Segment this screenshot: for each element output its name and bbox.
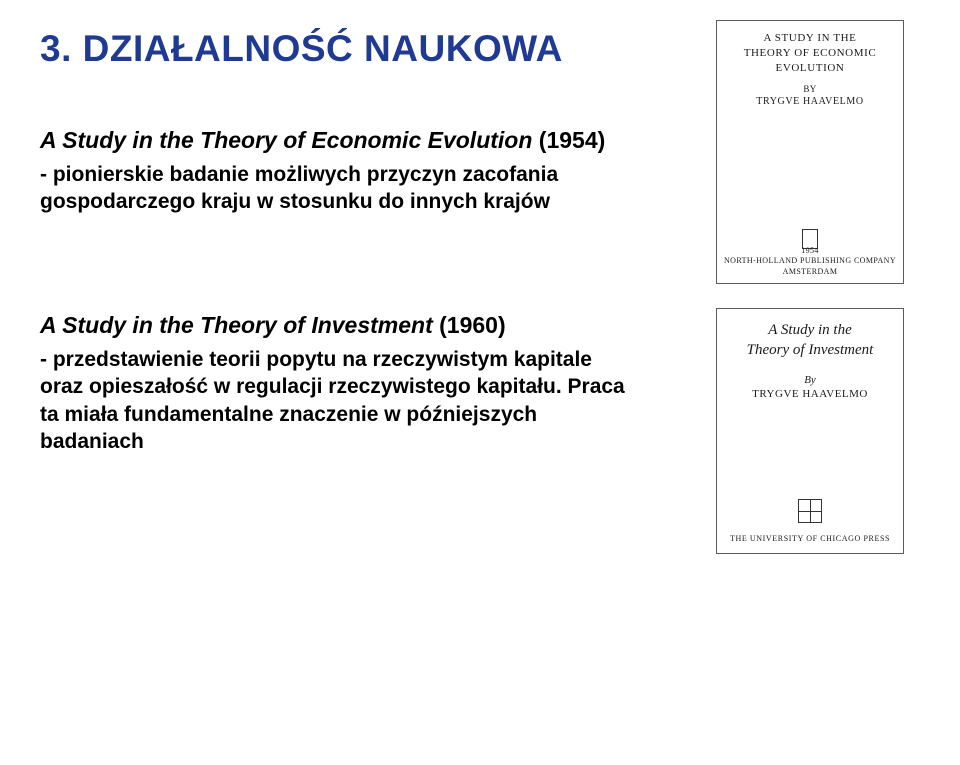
cover1-pub-year: 1954 [717, 246, 903, 256]
slide: 3. DZIAŁALNOŚĆ NAUKOWA A Study in the Th… [0, 0, 960, 765]
content-column: 3. DZIAŁALNOŚĆ NAUKOWA A Study in the Th… [40, 28, 640, 455]
book2-description: - przedstawienie teorii popytu na rzeczy… [40, 346, 640, 455]
cover1-publisher: 1954 NORTH-HOLLAND PUBLISHING COMPANY AM… [717, 246, 903, 277]
book2-title-italic: A Study in the Theory of Investment [40, 312, 433, 338]
cover2-title-line2: Theory of Investment [727, 341, 893, 361]
cover2-publisher-logo [717, 499, 903, 523]
book-block-2: A Study in the Theory of Investment (196… [40, 311, 640, 455]
book-cover-investment: A Study in the Theory of Investment By T… [716, 308, 904, 554]
book1-description: - pionierskie badanie możliwych przyczyn… [40, 161, 640, 216]
cover1-publisher-line2: AMSTERDAM [717, 267, 903, 277]
book2-title: A Study in the Theory of Investment (196… [40, 311, 640, 340]
section-heading: 3. DZIAŁALNOŚĆ NAUKOWA [40, 28, 640, 70]
cover2-by: By [727, 374, 893, 386]
logo-icon [798, 499, 822, 523]
cover1-title-line2: THEORY OF ECONOMIC [727, 46, 893, 61]
book-block-1: A Study in the Theory of Economic Evolut… [40, 126, 640, 215]
cover2-author: TRYGVE HAAVELMO [727, 388, 893, 400]
cover1-publisher-line1: NORTH-HOLLAND PUBLISHING COMPANY [717, 256, 903, 266]
book2-year: (1960) [433, 312, 506, 338]
book1-year: (1954) [532, 127, 605, 153]
cover1-author: TRYGVE HAAVELMO [727, 96, 893, 107]
cover1-by: BY [727, 84, 893, 94]
cover1-title-line3: EVOLUTION [727, 61, 893, 76]
cover2-publisher: THE UNIVERSITY OF CHICAGO PRESS [717, 534, 903, 543]
cover1-title-line1: A STUDY IN THE [727, 31, 893, 46]
book1-title: A Study in the Theory of Economic Evolut… [40, 126, 640, 155]
cover2-title-line1: A Study in the [727, 321, 893, 341]
book1-title-italic: A Study in the Theory of Economic Evolut… [40, 127, 532, 153]
book-cover-evolution: A STUDY IN THE THEORY OF ECONOMIC EVOLUT… [716, 20, 904, 284]
